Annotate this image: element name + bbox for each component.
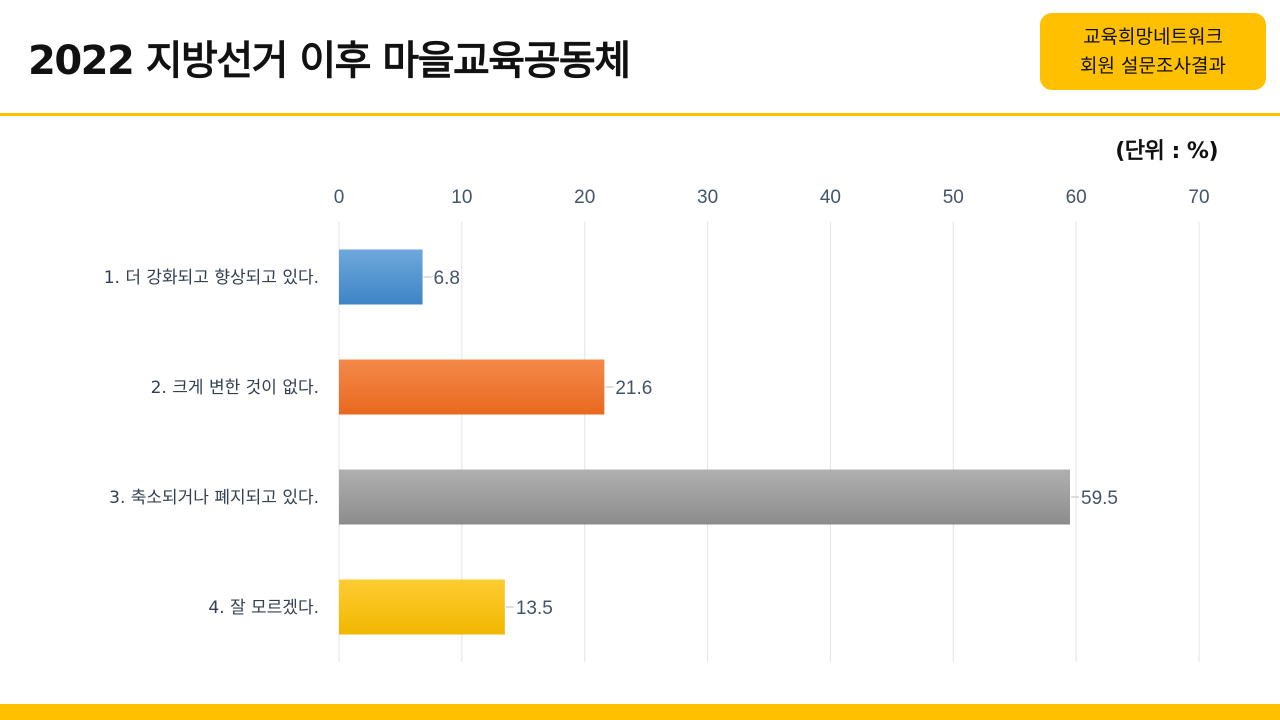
x-tick-label: 10 [451,187,472,208]
data-label: 21.6 [615,378,652,399]
bar-chart: 0 10 20 30 40 50 60 70 6.8 1. 더 강화되고 향상되고 있다. 21.… [104,187,1210,662]
badge-line-1: 교육희망네트워크 [1083,25,1223,48]
x-tick-label: 40 [820,187,841,208]
category-label: 3. 축소되거나 폐지되고 있다. [109,488,319,508]
category-label: 2. 크게 변한 것이 없다. [151,378,319,398]
footer-bar [0,704,1280,720]
x-tick-label: 60 [1066,187,1087,208]
x-tick-label: 0 [334,187,345,208]
bar [339,359,605,415]
x-tick-label: 50 [943,187,964,208]
category-label: 1. 더 강화되고 향상되고 있다. [104,268,319,288]
bar [339,469,1070,525]
x-tick-label: 20 [574,187,595,208]
survey-source-badge: 교육희망네트워크 회원 설문조사결과 [1040,13,1266,90]
category-label: 4. 잘 모르겠다. [208,598,319,618]
data-label: 13.5 [516,598,553,619]
bar [339,249,423,305]
unit-label: (단위 : %) [1115,139,1218,164]
bar [339,579,505,635]
data-label: 6.8 [434,268,460,289]
badge-line-2: 회원 설문조사결과 [1080,54,1226,77]
x-tick-label: 70 [1188,187,1209,208]
data-label: 59.5 [1081,488,1118,509]
x-tick-label: 30 [697,187,718,208]
page-title: 2022 지방선거 이후 마을교육공동체 [28,38,631,84]
header-divider [0,113,1280,116]
